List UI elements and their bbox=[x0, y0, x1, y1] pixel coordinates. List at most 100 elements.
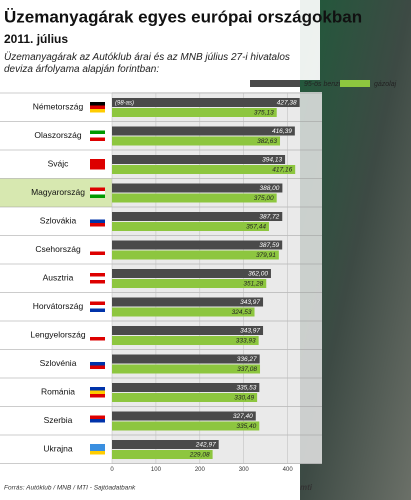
value-label: 394,13 bbox=[262, 157, 282, 164]
value-label: 351,28 bbox=[243, 281, 263, 288]
bar bbox=[112, 155, 286, 164]
bar bbox=[112, 383, 260, 392]
value-label: 387,72 bbox=[259, 214, 279, 221]
source: Forrás: Autóklub / MNB / MTI - Sajtóadat… bbox=[4, 485, 136, 492]
bar bbox=[112, 450, 213, 459]
bar bbox=[112, 440, 219, 449]
category-label: Ausztria bbox=[43, 273, 74, 283]
category-label: Szlovákia bbox=[40, 216, 77, 226]
value-label: 242,97 bbox=[195, 442, 216, 449]
value-label: 382,63 bbox=[257, 138, 277, 145]
bar bbox=[112, 126, 295, 136]
chart-subtitle: 2011. július bbox=[4, 32, 68, 46]
flag bbox=[90, 330, 105, 334]
value-label: 335,40 bbox=[236, 423, 256, 430]
category-label: Lengyelország bbox=[30, 330, 86, 340]
flag bbox=[90, 276, 105, 280]
value-label: 375,13 bbox=[254, 110, 274, 117]
legend-swatch bbox=[340, 80, 370, 87]
bar bbox=[112, 297, 264, 307]
bar bbox=[112, 183, 283, 193]
flag bbox=[90, 301, 105, 305]
flag bbox=[90, 390, 105, 394]
flag bbox=[90, 362, 105, 366]
flag bbox=[90, 419, 105, 423]
category-label: Románia bbox=[41, 387, 75, 397]
description: Üzemanyagárak az Autóklub árai és az MNB… bbox=[4, 52, 290, 75]
flag bbox=[90, 166, 105, 170]
flag bbox=[90, 333, 105, 337]
bar bbox=[112, 354, 260, 364]
flag bbox=[90, 219, 105, 223]
flag bbox=[90, 365, 105, 369]
value-label: 335,53 bbox=[236, 385, 256, 392]
value-label: 324,53 bbox=[232, 309, 252, 316]
flag bbox=[90, 159, 105, 163]
value-label: 375,00 bbox=[254, 195, 274, 202]
flag bbox=[90, 194, 105, 198]
category-label: Olaszország bbox=[34, 130, 82, 140]
category-label: Csehország bbox=[35, 244, 81, 254]
header-panel bbox=[0, 0, 320, 80]
flag bbox=[90, 447, 105, 451]
category-label: Szerbia bbox=[44, 415, 73, 425]
flag bbox=[90, 187, 105, 191]
bar bbox=[112, 364, 261, 374]
flag bbox=[90, 137, 105, 141]
x-tick-label: 0 bbox=[110, 467, 114, 473]
category-label: Szlovénia bbox=[40, 358, 77, 368]
flag bbox=[90, 358, 105, 362]
bar bbox=[112, 307, 255, 317]
value-label: 229,08 bbox=[189, 452, 210, 459]
x-tick-label: 300 bbox=[239, 467, 250, 473]
x-tick-label: 400 bbox=[283, 467, 294, 473]
category-label: Horvátország bbox=[33, 301, 84, 311]
bar bbox=[112, 165, 296, 174]
flag bbox=[90, 422, 105, 426]
flag bbox=[90, 451, 105, 455]
flag bbox=[90, 109, 105, 113]
value-label: 343,97 bbox=[240, 328, 260, 335]
legend-label: gázolaj bbox=[374, 81, 397, 88]
bar bbox=[112, 222, 269, 231]
chart-title: Üzemanyagárak egyes európai országokban bbox=[4, 7, 362, 26]
category-label: Ukrajna bbox=[43, 444, 73, 454]
x-tick-label: 200 bbox=[195, 467, 206, 473]
category-label: Németország bbox=[33, 102, 84, 112]
flag bbox=[90, 280, 105, 284]
bar bbox=[112, 212, 283, 221]
value-label: 416,39 bbox=[272, 128, 292, 135]
flag bbox=[90, 130, 105, 134]
flag bbox=[90, 244, 105, 248]
value-label: 333,93 bbox=[236, 338, 256, 345]
bar bbox=[112, 326, 264, 335]
value-label: 388,00 bbox=[259, 185, 279, 192]
value-label: 336,27 bbox=[237, 356, 257, 363]
value-label: 337,08 bbox=[237, 366, 257, 373]
bar bbox=[112, 108, 277, 117]
flag bbox=[90, 102, 105, 106]
flag bbox=[90, 251, 105, 255]
bar bbox=[112, 411, 256, 421]
flag bbox=[90, 134, 105, 138]
bar bbox=[112, 336, 259, 345]
flag bbox=[90, 248, 105, 252]
value-label: 327,40 bbox=[233, 413, 253, 420]
bar bbox=[112, 421, 260, 431]
flag bbox=[90, 216, 105, 220]
bar bbox=[112, 250, 279, 260]
value-label: 362,00 bbox=[248, 271, 268, 278]
legend-swatch bbox=[250, 80, 300, 87]
bar bbox=[112, 393, 258, 402]
flag bbox=[90, 444, 105, 448]
value-label: 379,91 bbox=[256, 252, 276, 259]
flag bbox=[90, 223, 105, 227]
flag bbox=[90, 394, 105, 398]
value-label: 417,16 bbox=[272, 167, 292, 174]
flag bbox=[90, 337, 105, 341]
value-label: 357,44 bbox=[246, 224, 266, 231]
value-label: 387,59 bbox=[259, 242, 279, 249]
legend-label: 95-ös benzin bbox=[304, 81, 344, 88]
flag bbox=[90, 105, 105, 109]
